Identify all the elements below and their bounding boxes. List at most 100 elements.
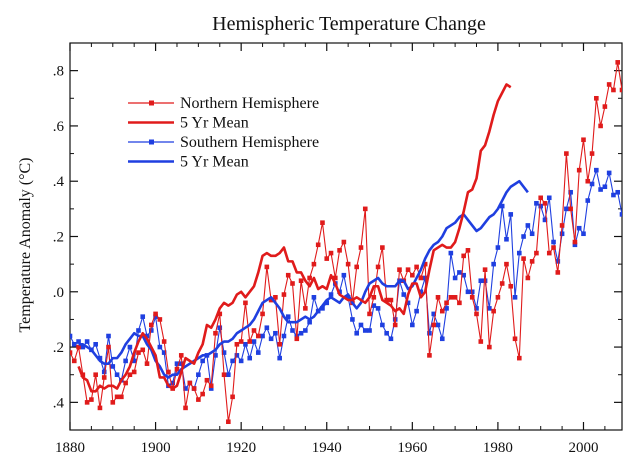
chart-title: Hemispheric Temperature Change [212, 13, 486, 35]
data-point [576, 167, 582, 173]
data-point [127, 344, 133, 350]
data-point [444, 306, 449, 311]
data-point [452, 275, 458, 281]
data-point [217, 325, 223, 331]
data-point [70, 350, 73, 355]
data-point [119, 394, 124, 400]
data-point [178, 353, 184, 358]
data-point [448, 250, 454, 256]
data-point [324, 256, 330, 261]
data-point [140, 347, 146, 353]
legend-label: 5 Yr Mean [180, 115, 249, 132]
data-point [226, 419, 231, 425]
data-point [251, 339, 257, 344]
data-point [418, 289, 424, 295]
data-point [127, 372, 133, 378]
data-point [585, 198, 591, 203]
data-point [611, 192, 616, 198]
data-point [388, 336, 394, 342]
data-point [551, 239, 556, 245]
data-point [153, 311, 158, 317]
data-point [320, 220, 325, 225]
data-point [431, 322, 437, 328]
data-point [491, 308, 496, 314]
data-point [362, 328, 368, 333]
data-point [388, 297, 394, 303]
data-point [101, 369, 107, 375]
data-point [375, 306, 381, 311]
data-point [534, 250, 539, 256]
data-point [354, 330, 359, 336]
data-point [260, 333, 265, 339]
data-point [234, 353, 240, 358]
data-point [427, 353, 432, 358]
data-point [435, 322, 441, 328]
data-point [97, 405, 103, 411]
data-point [495, 295, 501, 300]
data-point [354, 264, 359, 270]
data-point [367, 311, 372, 317]
data-point [196, 372, 201, 378]
data-point [80, 344, 86, 350]
data-point [144, 333, 150, 339]
data-point [482, 267, 488, 272]
data-point [392, 322, 398, 328]
data-point [303, 306, 308, 311]
data-point [161, 339, 167, 344]
data-point [106, 344, 111, 350]
data-point [273, 295, 278, 300]
data-point [427, 330, 432, 336]
data-point [230, 394, 235, 400]
data-point [290, 281, 295, 286]
data-point [89, 397, 94, 402]
series-layer [70, 60, 622, 425]
data-point [136, 328, 141, 333]
legend: Northern Hemisphere 5 Yr Mean Southern Hem… [128, 95, 319, 171]
series-mean-southern [78, 179, 529, 379]
data-point [439, 308, 445, 314]
data-point [576, 225, 582, 231]
y-tick-label: .2 [53, 230, 64, 246]
data-point [559, 231, 565, 237]
data-point [345, 261, 351, 267]
data-point [277, 342, 282, 347]
data-point [281, 292, 287, 297]
data-point [136, 350, 141, 355]
data-point [606, 82, 612, 87]
series-annual-northern [70, 60, 622, 425]
data-point [183, 386, 188, 391]
data-point [247, 355, 253, 361]
data-point [474, 311, 479, 317]
data-point [76, 339, 81, 344]
data-point [174, 366, 180, 372]
data-point [238, 339, 244, 344]
legend-label: Southern Hemisphere [180, 134, 319, 151]
legend-item: 5 Yr Mean [128, 154, 249, 171]
y-tick-label: .8 [53, 64, 64, 80]
data-point [371, 303, 377, 308]
data-point [298, 278, 304, 284]
y-tick-label: .2 [53, 340, 64, 356]
data-point [495, 245, 501, 250]
legend-item: 5 Yr Mean [128, 115, 249, 132]
data-point [333, 275, 338, 281]
data-point [508, 283, 514, 289]
data-point [589, 181, 595, 187]
data-point [439, 336, 445, 342]
data-point [281, 333, 287, 339]
legend-item: Northern Hemisphere [128, 95, 319, 112]
series-annual-southern [70, 167, 622, 391]
data-point [149, 322, 154, 328]
data-point [469, 295, 475, 300]
data-point [93, 372, 98, 378]
data-point [307, 275, 312, 281]
data-point [461, 272, 466, 278]
data-point [320, 306, 325, 311]
data-point [243, 342, 248, 347]
data-point [499, 281, 505, 286]
x-tick-label: 2000 [568, 440, 598, 456]
data-point [380, 322, 385, 328]
data-point [264, 264, 270, 270]
data-point [285, 314, 291, 319]
data-point [324, 300, 330, 306]
